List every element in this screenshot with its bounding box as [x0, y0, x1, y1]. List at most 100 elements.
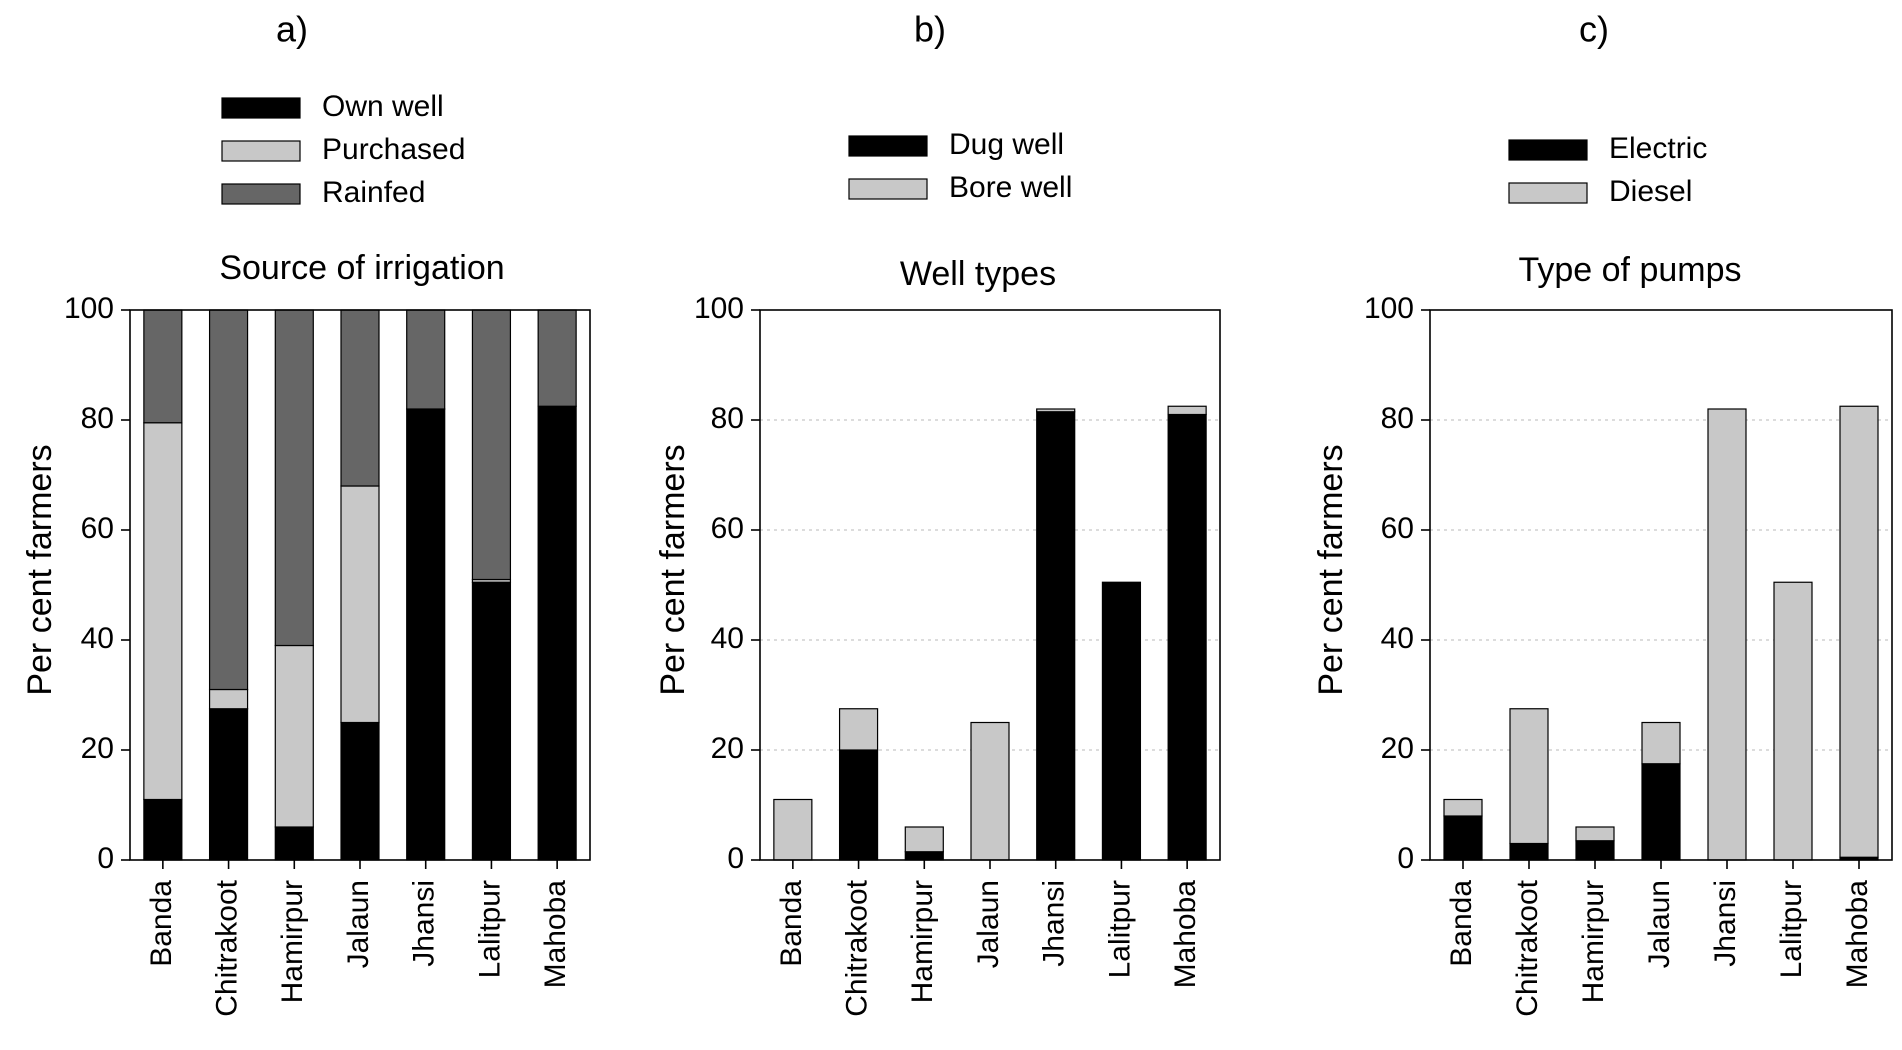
x-tick-label-jalaun: Jalaun: [1643, 880, 1676, 968]
legend-swatch-purchased: [221, 140, 301, 162]
legend-label-diesel: Diesel: [1609, 175, 1692, 208]
x-tick-label-banda: Banda: [1445, 880, 1478, 967]
y-tick-label-60: 60: [81, 512, 114, 545]
legend-label-own-well: Own well: [322, 90, 444, 123]
bar-hamirpur-own-well: [274, 826, 314, 861]
bar-hamirpur-diesel: [1575, 826, 1615, 842]
x-tick-label-lalitpur: Lalitpur: [1775, 880, 1808, 978]
legend-label-bore-well: Bore well: [949, 171, 1072, 204]
legend-label-rainfed: Rainfed: [322, 176, 425, 209]
panel-label: c): [1579, 9, 1609, 50]
x-tick-label-banda: Banda: [145, 880, 178, 967]
bar-jalaun-rainfed: [340, 309, 380, 487]
bar-hamirpur-purchased: [274, 644, 314, 828]
y-tick-label-100: 100: [694, 292, 744, 325]
y-tick-label-40: 40: [711, 622, 744, 655]
bar-chitrakoot-purchased: [208, 688, 249, 710]
y-tick-label-0: 0: [97, 842, 114, 875]
y-tick-label-0: 0: [1397, 842, 1414, 875]
x-tick-label-jhansi: Jhansi: [1709, 880, 1742, 967]
bar-hamirpur-dug-well: [904, 851, 944, 861]
bar-lalitpur-diesel: [1773, 581, 1813, 861]
legend-label-electric: Electric: [1609, 132, 1707, 165]
bar-jalaun-diesel: [1641, 721, 1681, 765]
bar-chitrakoot-dug-well: [838, 749, 879, 861]
legend-swatch-rainfed: [221, 183, 301, 205]
chart-title: Well types: [900, 255, 1056, 293]
x-tick-label-hamirpur: Hamirpur: [906, 880, 939, 1003]
bar-chitrakoot-rainfed: [208, 309, 249, 691]
bar-chitrakoot-diesel: [1509, 708, 1549, 845]
y-tick-label-100: 100: [64, 292, 114, 325]
y-tick-label-80: 80: [1381, 402, 1414, 435]
bar-hamirpur-bore-well: [904, 826, 944, 853]
y-tick-label-40: 40: [1381, 622, 1414, 655]
x-tick-label-jhansi: Jhansi: [408, 880, 441, 967]
y-tick-label-40: 40: [81, 622, 114, 655]
bar-jhansi-diesel: [1707, 408, 1747, 861]
bar-jhansi-rainfed: [406, 309, 446, 410]
panel-label: b): [914, 9, 946, 50]
bar-jhansi-own-well: [406, 408, 446, 861]
bar-lalitpur-own-well: [471, 581, 512, 861]
bar-mahoba-bore-well: [1167, 405, 1207, 416]
bar-lalitpur-dug-well: [1101, 581, 1142, 861]
y-tick-label-20: 20: [1381, 732, 1414, 765]
bar-chitrakoot-own-well: [208, 708, 249, 861]
bar-jhansi-bore-well: [1036, 408, 1076, 413]
bar-jalaun-bore-well: [970, 721, 1010, 861]
bar-banda-own-well: [143, 798, 183, 861]
x-tick-label-chitrakoot: Chitrakoot: [840, 879, 873, 1016]
bar-hamirpur-electric: [1575, 840, 1615, 861]
y-tick-label-60: 60: [711, 512, 744, 545]
x-tick-label-lalitpur: Lalitpur: [1103, 880, 1136, 978]
bar-mahoba-own-well: [537, 405, 577, 861]
legend-swatch-diesel: [1508, 182, 1588, 204]
panel-a: a) Own well Purchased Rainfed Source of irri…: [21, 9, 591, 1017]
y-tick-label-80: 80: [711, 402, 744, 435]
y-tick-label-0: 0: [727, 842, 744, 875]
y-axis-label: Per cent farmers: [654, 444, 692, 695]
bar-jhansi-dug-well: [1036, 411, 1076, 861]
bar-mahoba-diesel: [1839, 405, 1879, 858]
bar-banda-purchased: [143, 422, 183, 801]
legend-swatch-bore-well: [848, 178, 928, 200]
y-axis-label: Per cent farmers: [1312, 444, 1350, 695]
bar-mahoba-dug-well: [1167, 413, 1207, 861]
legend-swatch-electric: [1508, 139, 1588, 161]
bar-chitrakoot-bore-well: [838, 708, 879, 751]
legend-label-dug-well: Dug well: [949, 128, 1064, 161]
bar-mahoba-rainfed: [537, 309, 577, 407]
y-tick-label-60: 60: [1381, 512, 1414, 545]
x-tick-label-mahoba: Mahoba: [1169, 880, 1202, 989]
y-tick-label-100: 100: [1364, 292, 1414, 325]
chart-title: Source of irrigation: [219, 249, 504, 287]
x-tick-label-jalaun: Jalaun: [972, 880, 1005, 968]
x-tick-label-chitrakoot: Chitrakoot: [210, 879, 243, 1016]
panel-c: c) Electric Diesel Type of pumps 0 20 40 60 80 10…: [1312, 9, 1893, 1017]
x-tick-label-chitrakoot: Chitrakoot: [1511, 879, 1544, 1016]
x-tick-label-hamirpur: Hamirpur: [276, 880, 309, 1003]
chart-title: Type of pumps: [1518, 251, 1741, 289]
panel-label: a): [276, 9, 308, 50]
y-tick-label-80: 80: [81, 402, 114, 435]
y-tick-label-20: 20: [81, 732, 114, 765]
x-tick-label-jhansi: Jhansi: [1038, 880, 1071, 967]
bar-banda-bore-well: [773, 798, 813, 861]
legend-swatch-own-well: [221, 97, 301, 119]
bar-hamirpur-rainfed: [274, 309, 314, 647]
y-axis-label: Per cent farmers: [21, 444, 59, 695]
legend-swatch-dug-well: [848, 135, 928, 157]
bar-chitrakoot-electric: [1509, 842, 1549, 861]
bar-banda-rainfed: [143, 309, 183, 424]
x-tick-label-mahoba: Mahoba: [539, 880, 572, 989]
legend-label-purchased: Purchased: [322, 133, 465, 166]
bar-banda-diesel: [1443, 798, 1483, 817]
bar-banda-electric: [1443, 815, 1483, 861]
x-tick-label-hamirpur: Hamirpur: [1577, 880, 1610, 1003]
panel-b: b) Dug well Bore well Well types 0 20 40 60 80 10…: [654, 9, 1221, 1017]
x-tick-label-banda: Banda: [775, 880, 808, 967]
y-tick-label-20: 20: [711, 732, 744, 765]
x-tick-label-lalitpur: Lalitpur: [473, 880, 506, 978]
